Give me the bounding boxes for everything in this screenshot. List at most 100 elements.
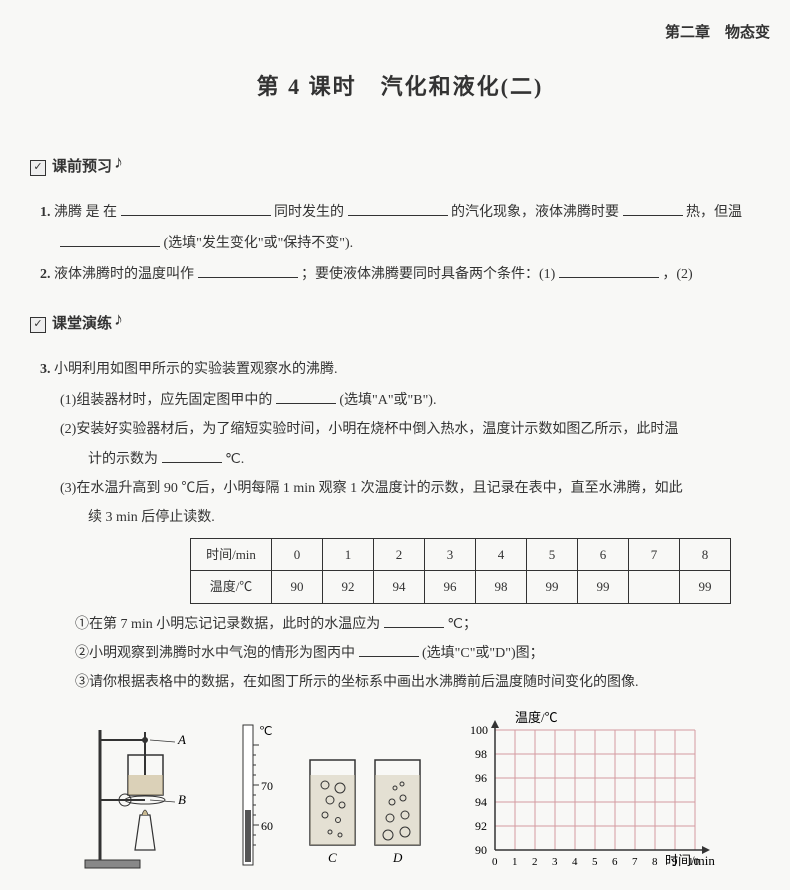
cell: 96 (425, 571, 476, 603)
apparatus-figure: A B (80, 720, 200, 870)
chart-ylabel: 温度/℃ (515, 710, 558, 725)
figures-row: A B ℃ 70 60 (80, 710, 770, 870)
q3-s1b: ℃； (447, 617, 477, 632)
ytick: 92 (475, 819, 487, 833)
q1-line2: (选填"发生变化"或"保持不变"). (60, 231, 770, 256)
cell: 3 (425, 539, 476, 571)
ytick: 94 (475, 795, 487, 809)
ytick: 98 (475, 747, 487, 761)
xtick: 2 (532, 856, 538, 868)
q3-s2a: ②小明观察到沸腾时水中气泡的情形为图丙中 (75, 646, 355, 661)
cell: 5 (527, 539, 578, 571)
table-row: 时间/min 0 1 2 3 4 5 6 7 8 (191, 539, 731, 571)
q1-t3: 的汽化现象，液体沸腾时要 (451, 205, 619, 220)
blank (121, 201, 271, 216)
q3-p2b-text: 计的示数为 (60, 452, 158, 467)
cell (629, 571, 680, 603)
q3-p1b: (选填"A"或"B"). (339, 393, 436, 408)
q1-num: 1. (40, 205, 51, 220)
q2-num: 2. (40, 267, 51, 282)
xtick: 7 (632, 856, 638, 868)
cell: 7 (629, 539, 680, 571)
blank (198, 263, 298, 278)
q2-t2: ；要使液体沸腾要同时具备两个条件：(1) (301, 267, 555, 282)
q3-s3-text: ③请你根据表格中的数据，在如图丁所示的坐标系中画出水沸腾前后温度随时间变化的图像… (75, 675, 639, 690)
cell: 98 (476, 571, 527, 603)
label-c: C (328, 850, 337, 865)
note-icon: ♪ (114, 146, 123, 178)
q3-p2c: ℃. (225, 452, 244, 467)
cell: 0 (272, 539, 323, 571)
q2-t3: ，(2) (662, 267, 692, 282)
thermo-60: 60 (261, 819, 273, 833)
q3-p3: (3)在水温升高到 90 ℃后，小明每隔 1 min 观察 1 次温度计的示数，… (60, 476, 770, 501)
cell: 99 (680, 571, 731, 603)
xtick: 0 (492, 856, 498, 868)
label-a: A (177, 732, 186, 747)
blank (348, 201, 448, 216)
blank (623, 201, 683, 216)
row-label: 温度/℃ (191, 571, 272, 603)
label-b: B (178, 792, 186, 807)
xtick: 1 (512, 856, 518, 868)
q3-s3: ③请你根据表格中的数据，在如图丁所示的坐标系中画出水沸腾前后温度随时间变化的图像… (75, 670, 770, 695)
row-label: 时间/min (191, 539, 272, 571)
cell: 92 (323, 571, 374, 603)
q3-p2b: 计的示数为 ℃. (60, 447, 770, 472)
q3-s1: ①在第 7 min 小明忘记记录数据，此时的水温应为 ℃； (75, 612, 770, 637)
q2-t1: 液体沸腾时的温度叫作 (54, 267, 194, 282)
xtick: 4 (572, 856, 578, 868)
section-label: 课堂演练 (52, 311, 112, 338)
chart-figure: 温度/℃ 时间/min 100 98 96 94 92 90 0 1 2 3 (455, 710, 715, 870)
cell: 8 (680, 539, 731, 571)
cell: 99 (578, 571, 629, 603)
q3-s1a: ①在第 7 min 小明忘记记录数据，此时的水温应为 (75, 617, 380, 632)
thermo-70: 70 (261, 779, 273, 793)
section-practice: ✓ 课堂演练 ♪ (30, 309, 123, 341)
ytick: 90 (475, 843, 487, 857)
q3-p1a: (1)组装器材时，应先固定图甲中的 (60, 393, 272, 408)
tubes-figure: C D (300, 750, 430, 870)
xtick: 10 (688, 856, 700, 868)
check-icon: ✓ (30, 160, 46, 176)
q3-p1: (1)组装器材时，应先固定图甲中的 (选填"A"或"B"). (60, 388, 770, 413)
table-row: 温度/℃ 90 92 94 96 98 99 99 99 (191, 571, 731, 603)
cell: 6 (578, 539, 629, 571)
chapter-header: 第二章 物态变 (30, 20, 770, 47)
q3-s2b: (选填"C"或"D")图； (422, 646, 544, 661)
q1-t4: 热，但温 (686, 205, 742, 220)
q3-p2a: (2)安装好实验器材后，为了缩短实验时间，小明在烧杯中倒入热水，温度计示数如图乙… (60, 422, 678, 437)
q3-p3b-text: 续 3 min 后停止读数. (60, 510, 215, 525)
q3-p2: (2)安装好实验器材后，为了缩短实验时间，小明在烧杯中倒入热水，温度计示数如图乙… (60, 417, 770, 442)
section-preview: ✓ 课前预习 ♪ (30, 152, 123, 184)
question-3: 3. 小明利用如图甲所示的实验装置观察水的沸腾. (40, 357, 770, 382)
q3-p3b: 续 3 min 后停止读数. (60, 505, 770, 530)
ytick: 100 (470, 723, 488, 737)
blank (60, 232, 160, 247)
cell: 2 (374, 539, 425, 571)
thermo-unit: ℃ (259, 724, 272, 738)
q1-t1: 沸腾 是 在 (54, 205, 117, 220)
cell: 99 (527, 571, 578, 603)
blank (162, 448, 222, 463)
xtick: 5 (592, 856, 598, 868)
section-label: 课前预习 (52, 154, 112, 181)
blank (559, 263, 659, 278)
thermometer-figure: ℃ 70 60 (225, 720, 275, 870)
note-icon: ♪ (114, 303, 123, 335)
q3-s2: ②小明观察到沸腾时水中气泡的情形为图丙中 (选填"C"或"D")图； (75, 641, 770, 666)
cell: 4 (476, 539, 527, 571)
q1-hint: (选填"发生变化"或"保持不变"). (164, 236, 354, 251)
check-icon: ✓ (30, 317, 46, 333)
label-d: D (392, 850, 403, 865)
blank (276, 389, 336, 404)
q3-num: 3. (40, 362, 51, 377)
blank (384, 613, 444, 628)
lesson-title: 第 4 课时 汽化和液化(二) (30, 67, 770, 107)
question-1: 1. 沸腾 是 在 同时发生的 的汽化现象，液体沸腾时要 热，但温 (40, 200, 770, 225)
q1-t2: 同时发生的 (274, 205, 344, 220)
q3-intro: 小明利用如图甲所示的实验装置观察水的沸腾. (54, 362, 338, 377)
cell: 90 (272, 571, 323, 603)
blank (359, 642, 419, 657)
data-table: 时间/min 0 1 2 3 4 5 6 7 8 温度/℃ 90 92 94 9… (190, 538, 731, 604)
